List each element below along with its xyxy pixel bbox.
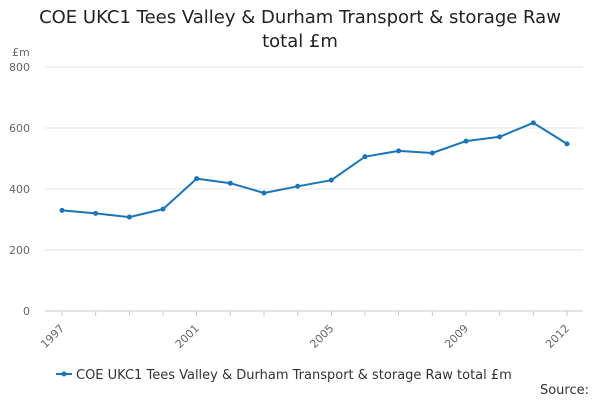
chart-title-line-1: COE UKC1 Tees Valley & Durham Transport … xyxy=(39,7,561,28)
y-axis-unit-label: £m xyxy=(12,46,30,59)
y-tick-label-200: 200 xyxy=(9,244,30,257)
data-point-2004[interactable] xyxy=(295,183,301,189)
y-tick-label-800: 800 xyxy=(9,61,30,74)
data-point-2012[interactable] xyxy=(564,141,570,147)
legend-marker-swatch xyxy=(61,371,67,377)
data-point-2010[interactable] xyxy=(497,134,503,140)
gridlines xyxy=(45,66,583,312)
chart-title: COE UKC1 Tees Valley & Durham Transport … xyxy=(0,6,600,54)
data-point-2011[interactable] xyxy=(530,120,536,126)
data-point-2007[interactable] xyxy=(396,148,402,154)
x-tick-label-1997: 1997 xyxy=(38,322,67,351)
x-tick-label-2001: 2001 xyxy=(173,322,202,351)
series-group xyxy=(59,120,570,220)
y-axis: 0 200 400 600 800 xyxy=(9,61,30,318)
x-tick-label-2012: 2012 xyxy=(543,322,572,351)
chart-title-line-2: total £m xyxy=(262,31,338,52)
x-axis: 1997 2001 2005 2009 2012 xyxy=(38,311,572,351)
data-point-1997[interactable] xyxy=(59,207,65,213)
legend[interactable]: COE UKC1 Tees Valley & Durham Transport … xyxy=(56,368,512,383)
data-point-2001[interactable] xyxy=(194,176,200,182)
data-point-2006[interactable] xyxy=(362,154,368,160)
y-tick-label-0: 0 xyxy=(23,305,30,318)
x-tick-label-2005: 2005 xyxy=(307,322,336,351)
data-point-1998[interactable] xyxy=(93,210,99,216)
data-point-2003[interactable] xyxy=(261,190,267,196)
data-point-2005[interactable] xyxy=(328,177,334,183)
y-tick-label-400: 400 xyxy=(9,183,30,196)
series-line-0 xyxy=(61,121,568,219)
y-tick-label-600: 600 xyxy=(9,122,30,135)
source-label: Source: xyxy=(540,383,589,398)
data-point-2000[interactable] xyxy=(160,206,166,212)
data-point-2009[interactable] xyxy=(463,138,469,144)
data-point-2002[interactable] xyxy=(227,180,233,186)
x-tick-label-2009: 2009 xyxy=(442,322,471,351)
data-point-2008[interactable] xyxy=(429,150,435,156)
data-point-1999[interactable] xyxy=(126,214,132,220)
legend-label: COE UKC1 Tees Valley & Durham Transport … xyxy=(76,368,512,383)
